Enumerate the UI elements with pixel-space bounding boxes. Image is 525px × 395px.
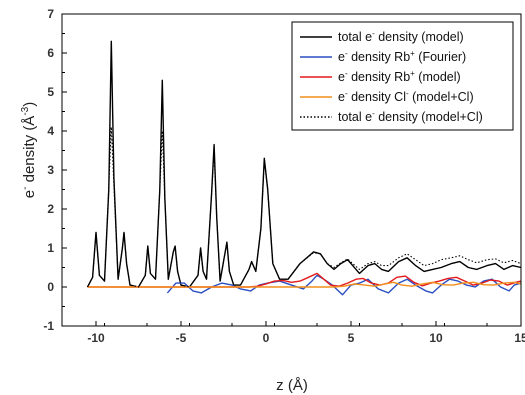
x-tick-label: 0 <box>263 331 270 345</box>
series-line-5 <box>87 126 522 288</box>
series-layer <box>86 40 522 296</box>
x-tick-label: -5 <box>176 331 187 345</box>
legend-label: total e- density (model) <box>338 29 464 44</box>
y-tick-label: 4 <box>47 124 54 138</box>
x-tick-label: 5 <box>348 331 355 345</box>
x-axis-title: z (Å) <box>276 377 308 394</box>
x-axis: -10 -5 0 5 10 15 <box>61 321 525 345</box>
y-axis: -1 0 1 2 3 4 5 6 7 <box>43 7 67 333</box>
y-tick-label: 0 <box>47 280 54 294</box>
y-tick-label: 5 <box>47 85 54 99</box>
x-tick-label: -10 <box>87 331 105 345</box>
y-tick-label: 1 <box>47 241 54 255</box>
y-tick-label: 2 <box>47 202 54 216</box>
legend-label: total e- density (model+Cl) <box>338 109 483 124</box>
legend-label: e- density Cl- (model+Cl) <box>338 89 474 104</box>
legend-label: e- density Rb+ (model) <box>338 69 461 84</box>
y-tick-label: 3 <box>47 163 54 177</box>
legend-label: e- density Rb+ (Fourier) <box>338 49 466 64</box>
y-tick-label: 6 <box>47 46 54 60</box>
legend: total e- density (model) e- density Rb+ (… <box>291 21 514 131</box>
y-tick-label: -1 <box>43 319 54 333</box>
x-tick-label: 10 <box>429 331 443 345</box>
y-axis-title: e- density (Å-3) <box>20 102 38 198</box>
x-tick-label: 15 <box>514 331 525 345</box>
legend-box <box>291 21 514 131</box>
y-tick-label: 7 <box>47 7 54 21</box>
series-line-4 <box>87 281 522 288</box>
